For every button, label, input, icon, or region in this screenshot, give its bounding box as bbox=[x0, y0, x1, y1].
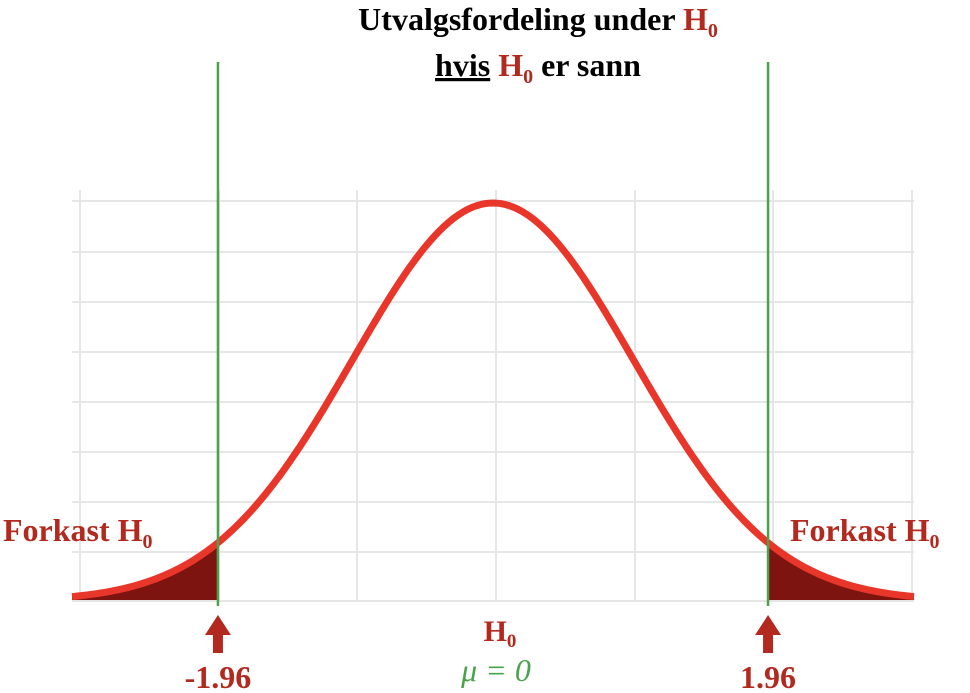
tick-label-left-critical: -1.96 bbox=[185, 659, 252, 693]
mu-label: μ = 0 bbox=[460, 652, 531, 688]
critical-arrows bbox=[204, 615, 782, 653]
chart-title-line1: Utvalgsfordeling under H0 bbox=[358, 1, 718, 42]
grid bbox=[72, 190, 914, 601]
right-rejection-tail bbox=[768, 542, 914, 601]
reject-label-left: Forkast H0 bbox=[3, 512, 153, 553]
normal-curve bbox=[71, 199, 915, 601]
left-rejection-tail bbox=[72, 542, 218, 601]
center-h0-label: H0 bbox=[484, 615, 517, 652]
left-critical-arrow bbox=[204, 615, 231, 653]
right-critical-arrow bbox=[755, 615, 782, 653]
reject-label-right: Forkast H0 bbox=[790, 512, 940, 553]
chart-title-line2: hvis H0 er sann bbox=[435, 47, 641, 88]
tick-label-right-critical: 1.96 bbox=[740, 659, 796, 693]
